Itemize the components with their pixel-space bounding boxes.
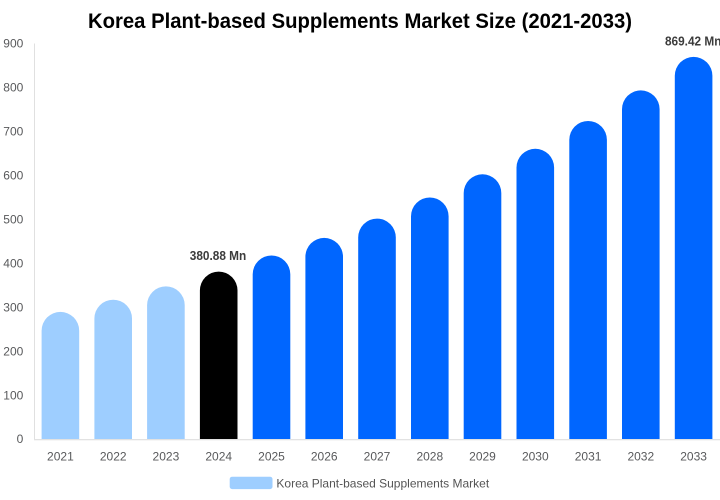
svg-text:600: 600: [3, 169, 23, 183]
svg-text:700: 700: [3, 125, 23, 139]
svg-text:2033: 2033: [680, 450, 707, 464]
svg-text:2026: 2026: [311, 450, 338, 464]
svg-text:2023: 2023: [153, 450, 180, 464]
svg-text:2021: 2021: [47, 450, 74, 464]
svg-text:Korea Plant-based Supplements: Korea Plant-based Supplements Market: [276, 476, 489, 490]
svg-text:Korea Plant-based Supplements: Korea Plant-based Supplements Market Siz…: [88, 9, 632, 33]
svg-text:2031: 2031: [575, 450, 602, 464]
svg-text:2029: 2029: [469, 450, 496, 464]
svg-text:0: 0: [17, 432, 24, 446]
svg-text:2032: 2032: [627, 450, 654, 464]
svg-text:2024: 2024: [205, 450, 232, 464]
svg-text:869.42 Mn: 869.42 Mn: [665, 35, 720, 49]
svg-text:300: 300: [3, 300, 23, 314]
svg-text:200: 200: [3, 344, 23, 358]
svg-text:2030: 2030: [522, 450, 549, 464]
svg-text:2022: 2022: [100, 450, 127, 464]
svg-text:900: 900: [3, 37, 23, 51]
svg-text:2028: 2028: [416, 450, 443, 464]
svg-text:800: 800: [3, 81, 23, 95]
svg-text:2025: 2025: [258, 450, 285, 464]
svg-text:380.88 Mn: 380.88 Mn: [190, 249, 247, 263]
svg-text:2027: 2027: [364, 450, 391, 464]
svg-text:100: 100: [3, 388, 23, 402]
svg-text:500: 500: [3, 213, 23, 227]
svg-text:400: 400: [3, 256, 23, 270]
